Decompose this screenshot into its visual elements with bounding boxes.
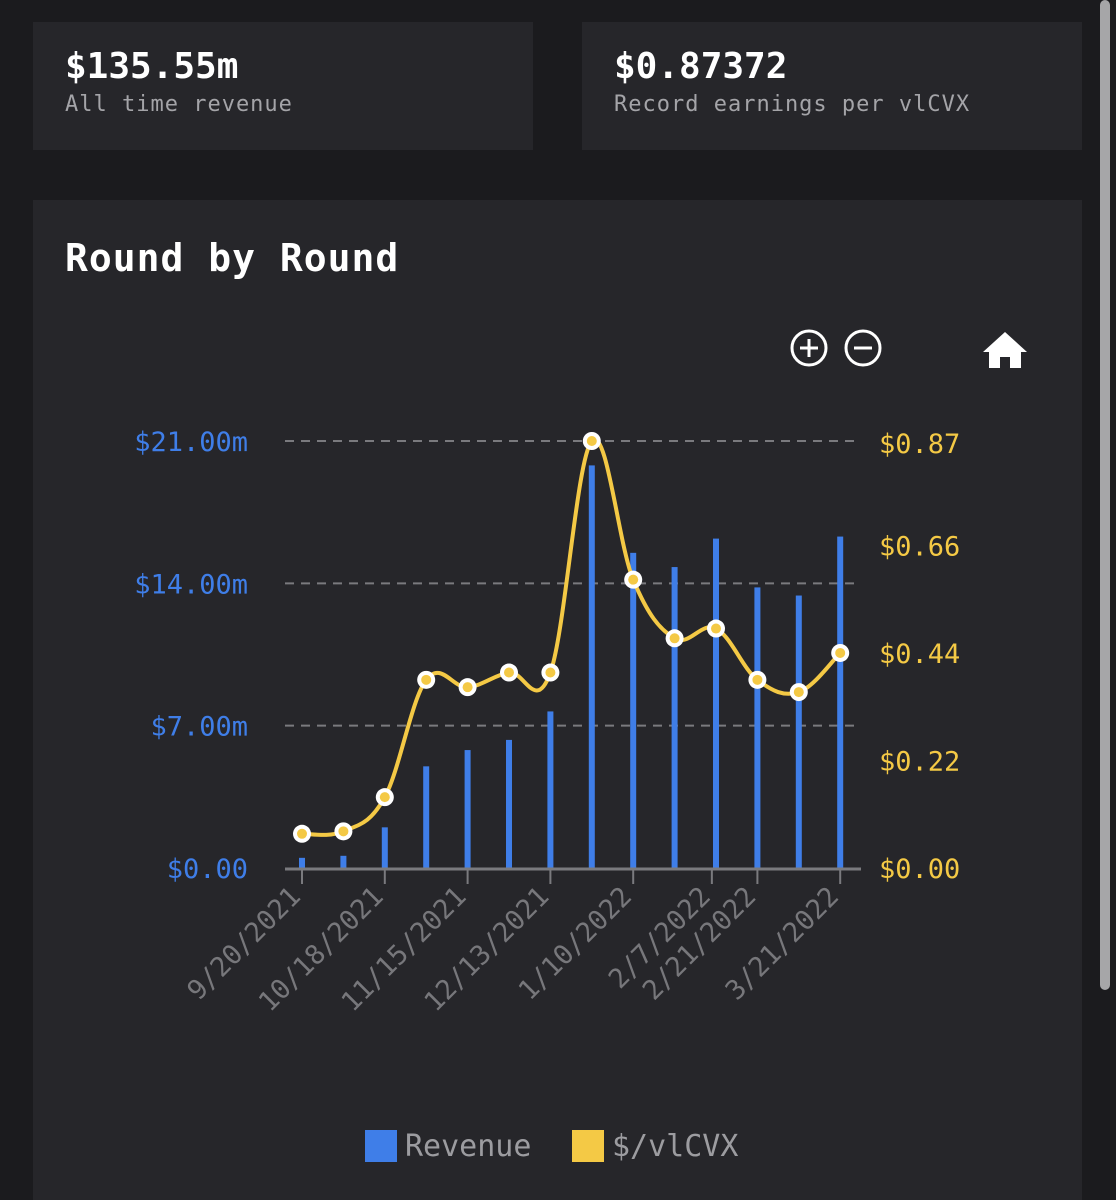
left-axis-tick-label: $14.00m — [134, 569, 248, 600]
round-by-round-card: Round by Round $0.00 $7.00m $14.00m $21.00m… — [33, 200, 1082, 1200]
right-axis-tick-label: $0.44 — [879, 639, 960, 670]
vlcvx-point-center — [462, 682, 473, 693]
left-axis-tick-label: $7.00m — [150, 712, 248, 743]
revenue-bar — [506, 739, 512, 868]
legend-item-revenue[interactable]: Revenue — [365, 1126, 531, 1166]
revenue-bar — [754, 587, 761, 868]
vlcvx-point-center — [835, 647, 846, 658]
legend-label-revenue: Revenue — [405, 1128, 532, 1164]
legend-label-vlcvx: $/vlCVX — [612, 1128, 739, 1164]
scrollbar-thumb[interactable] — [1100, 0, 1110, 990]
legend-swatch-vlcvx — [572, 1130, 604, 1162]
zoom-out-icon — [844, 329, 882, 367]
record-earnings-label: Record earnings per vlCVX — [614, 92, 971, 117]
chart-title: Round by Round — [65, 236, 400, 280]
vlcvx-point-center — [504, 667, 514, 678]
revenue-bar — [588, 465, 595, 868]
revenue-bar — [340, 855, 347, 868]
vlcvx-line-path — [301, 437, 842, 837]
vlcvx-point-center — [545, 667, 556, 678]
revenue-bars — [299, 465, 844, 868]
right-axis-tick-label: $0.00 — [879, 854, 960, 885]
reset-zoom-button[interactable] — [981, 328, 1029, 372]
all-time-revenue-label: All time revenue — [65, 92, 293, 117]
right-axis-tick-label: $0.66 — [879, 531, 960, 562]
zoom-in-button[interactable] — [789, 328, 829, 368]
record-earnings-card: $0.87372 Record earnings per vlCVX — [582, 22, 1082, 150]
home-icon — [983, 332, 1027, 368]
left-axis-tick-label: $21.00m — [134, 427, 248, 458]
revenue-bar — [713, 538, 719, 868]
round-by-round-chart: $0.00 $7.00m $14.00m $21.00m $0.00 $0.22 $0.4… — [134, 427, 960, 1018]
vlcvx-point-center — [752, 674, 763, 685]
revenue-bar — [630, 552, 637, 868]
vlcvx-point-center — [338, 826, 349, 837]
left-axis-tick-label: $0.00 — [167, 854, 248, 885]
record-earnings-value: $0.87372 — [614, 46, 788, 87]
revenue-bar — [299, 857, 305, 868]
vlcvx-points — [293, 432, 850, 843]
revenue-bar — [837, 536, 844, 868]
all-time-revenue-value: $135.55m — [65, 46, 239, 87]
vlcvx-point-center — [421, 674, 432, 685]
revenue-bar — [423, 766, 430, 868]
vlcvx-point-center — [586, 436, 597, 446]
left-axis: $0.00 $7.00m $14.00m $21.00m — [134, 427, 248, 885]
right-axis: $0.00 $0.22 $0.44 $0.66 $0.87 — [879, 429, 960, 885]
vlcvx-point-center — [669, 633, 680, 644]
vlcvx-point-center — [628, 574, 639, 585]
legend-item-vlcvx[interactable]: $/vlCVX — [572, 1126, 738, 1166]
all-time-revenue-card: $135.55m All time revenue — [33, 22, 533, 150]
vlcvx-point-center — [793, 687, 804, 698]
revenue-bar — [671, 567, 678, 868]
x-axis: 9/20/202110/18/202111/15/202112/13/20211… — [182, 867, 861, 1018]
zoom-in-icon — [790, 329, 828, 367]
vlcvx-point-center — [711, 623, 721, 634]
vlcvx-line — [301, 437, 842, 837]
right-axis-tick-label: $0.22 — [879, 746, 960, 777]
right-axis-tick-label: $0.87 — [879, 429, 960, 460]
vlcvx-point-center — [297, 828, 307, 839]
revenue-bar — [795, 595, 802, 868]
zoom-out-button[interactable] — [843, 328, 883, 368]
revenue-bar — [464, 750, 471, 868]
grid-lines — [285, 440, 861, 727]
legend-swatch-revenue — [365, 1130, 397, 1162]
vlcvx-point-center — [379, 792, 390, 803]
revenue-bar — [381, 827, 388, 868]
revenue-bar — [547, 711, 554, 868]
